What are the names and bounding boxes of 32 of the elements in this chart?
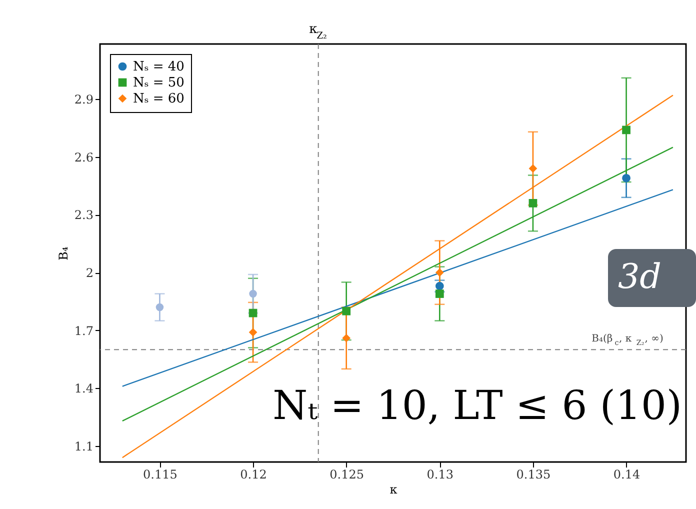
point (528, 199, 538, 208)
legend-label: Nₛ = 50 (133, 76, 184, 90)
y-tick-label: 2 (86, 266, 94, 280)
y-tick-label: 2.6 (74, 150, 94, 164)
y-tick-label: 2.3 (74, 208, 94, 222)
x-tick-label: 0.135 (516, 468, 551, 482)
point (435, 268, 444, 277)
point (156, 303, 164, 312)
x-axis-title: κ (390, 482, 398, 496)
x-tick-label: 0.12 (240, 468, 267, 482)
point (435, 290, 444, 298)
x-tick-label: 0.125 (330, 468, 364, 482)
legend-label: Nₛ = 60 (133, 92, 184, 106)
annotation: 3d (618, 257, 662, 297)
point (342, 334, 351, 342)
y-axis-title: B₄ (56, 246, 70, 260)
point (248, 328, 258, 336)
annotation: Nₜ = 10, LT ≤ 6 (10) (272, 383, 682, 429)
point (622, 174, 630, 182)
y-tick-label: 1.7 (74, 324, 94, 338)
point (342, 306, 351, 316)
point (249, 290, 257, 298)
point (248, 308, 258, 318)
y-tick-label: 2.9 (74, 92, 94, 107)
y-tick-label: 1.4 (74, 382, 94, 396)
point (528, 164, 538, 173)
x-tick-label: 0.14 (613, 468, 641, 482)
point (622, 126, 630, 134)
x-tick-label: 0.115 (143, 468, 178, 482)
y-tick-label: 1.1 (74, 440, 94, 454)
x-tick-label: 0.13 (426, 468, 454, 482)
legend-label: Nₛ = 40 (133, 60, 184, 74)
